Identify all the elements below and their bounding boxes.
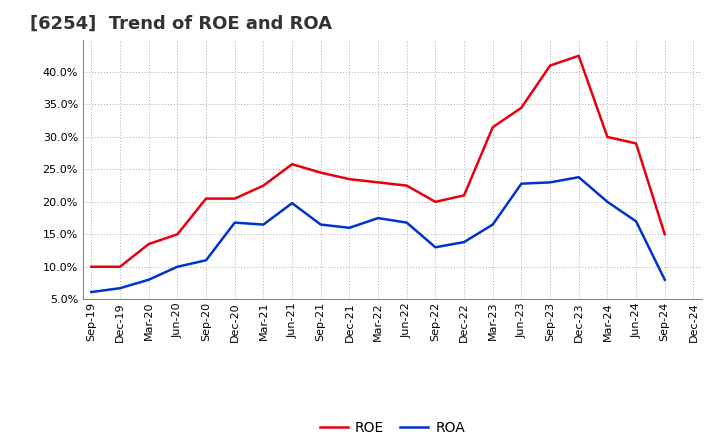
- Line: ROA: ROA: [91, 177, 665, 292]
- ROE: [173, 231, 181, 237]
- ROA: [202, 258, 210, 263]
- ROA: [517, 181, 526, 186]
- ROE: [316, 170, 325, 175]
- ROA: [460, 239, 469, 245]
- ROE: [603, 134, 612, 139]
- ROE: [374, 180, 382, 185]
- ROA: [345, 225, 354, 231]
- ROA: [116, 286, 125, 291]
- ROE: [116, 264, 125, 269]
- ROE: [631, 141, 640, 146]
- ROA: [288, 201, 297, 206]
- ROA: [488, 222, 497, 227]
- ROE: [288, 161, 297, 167]
- Legend: ROE, ROA: ROE, ROA: [315, 415, 470, 440]
- ROA: [631, 219, 640, 224]
- ROA: [374, 216, 382, 221]
- ROE: [575, 53, 583, 59]
- ROE: [402, 183, 411, 188]
- ROA: [173, 264, 181, 269]
- ROE: [660, 231, 669, 237]
- ROE: [202, 196, 210, 201]
- Line: ROE: ROE: [91, 56, 665, 267]
- ROA: [316, 222, 325, 227]
- ROA: [145, 277, 153, 282]
- ROA: [402, 220, 411, 225]
- ROE: [546, 63, 554, 68]
- ROA: [546, 180, 554, 185]
- ROE: [345, 176, 354, 182]
- ROE: [488, 125, 497, 130]
- ROA: [431, 245, 440, 250]
- ROE: [230, 196, 239, 201]
- ROE: [517, 105, 526, 110]
- ROE: [259, 183, 268, 188]
- ROA: [259, 222, 268, 227]
- ROE: [87, 264, 96, 269]
- ROA: [603, 199, 612, 205]
- ROE: [145, 242, 153, 247]
- ROE: [431, 199, 440, 205]
- ROA: [660, 277, 669, 282]
- ROA: [575, 175, 583, 180]
- ROA: [230, 220, 239, 225]
- ROE: [460, 193, 469, 198]
- Text: [6254]  Trend of ROE and ROA: [6254] Trend of ROE and ROA: [30, 15, 332, 33]
- ROA: [87, 290, 96, 295]
